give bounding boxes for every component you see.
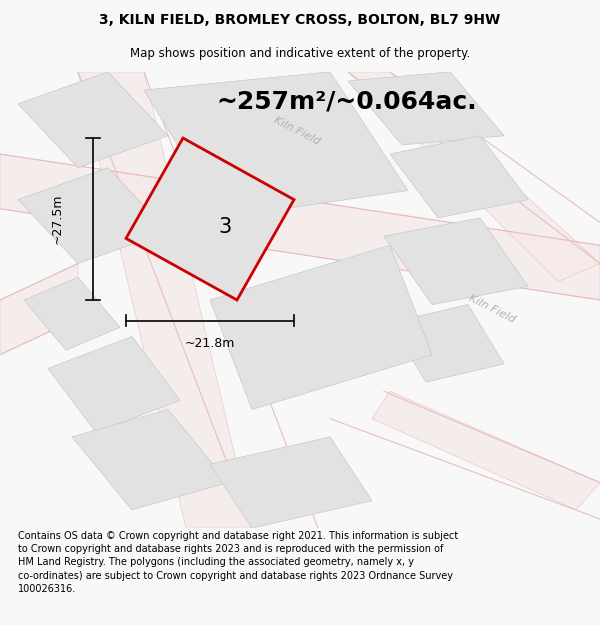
Polygon shape	[48, 336, 180, 432]
Polygon shape	[0, 264, 78, 355]
Text: Kiln Field: Kiln Field	[272, 115, 322, 147]
Polygon shape	[372, 391, 600, 510]
Polygon shape	[210, 437, 372, 528]
Text: Map shows position and indicative extent of the property.: Map shows position and indicative extent…	[130, 48, 470, 61]
Polygon shape	[384, 218, 528, 304]
Text: 3, KILN FIELD, BROMLEY CROSS, BOLTON, BL7 9HW: 3, KILN FIELD, BROMLEY CROSS, BOLTON, BL…	[100, 13, 500, 27]
Polygon shape	[144, 72, 408, 218]
Polygon shape	[348, 72, 600, 282]
Polygon shape	[390, 304, 504, 382]
Text: 3: 3	[218, 217, 232, 237]
Polygon shape	[126, 138, 294, 300]
Text: ~27.5m: ~27.5m	[50, 194, 64, 244]
Text: Kiln Field: Kiln Field	[467, 293, 517, 325]
Polygon shape	[390, 136, 528, 218]
Text: ~21.8m: ~21.8m	[185, 337, 235, 350]
Polygon shape	[18, 72, 168, 168]
Polygon shape	[78, 72, 252, 528]
Polygon shape	[72, 409, 228, 510]
Polygon shape	[210, 245, 432, 409]
Polygon shape	[0, 154, 600, 300]
Text: ~257m²/~0.064ac.: ~257m²/~0.064ac.	[216, 89, 476, 114]
Polygon shape	[24, 278, 120, 350]
Text: Contains OS data © Crown copyright and database right 2021. This information is : Contains OS data © Crown copyright and d…	[18, 531, 458, 594]
Polygon shape	[348, 72, 504, 145]
Polygon shape	[18, 168, 168, 264]
